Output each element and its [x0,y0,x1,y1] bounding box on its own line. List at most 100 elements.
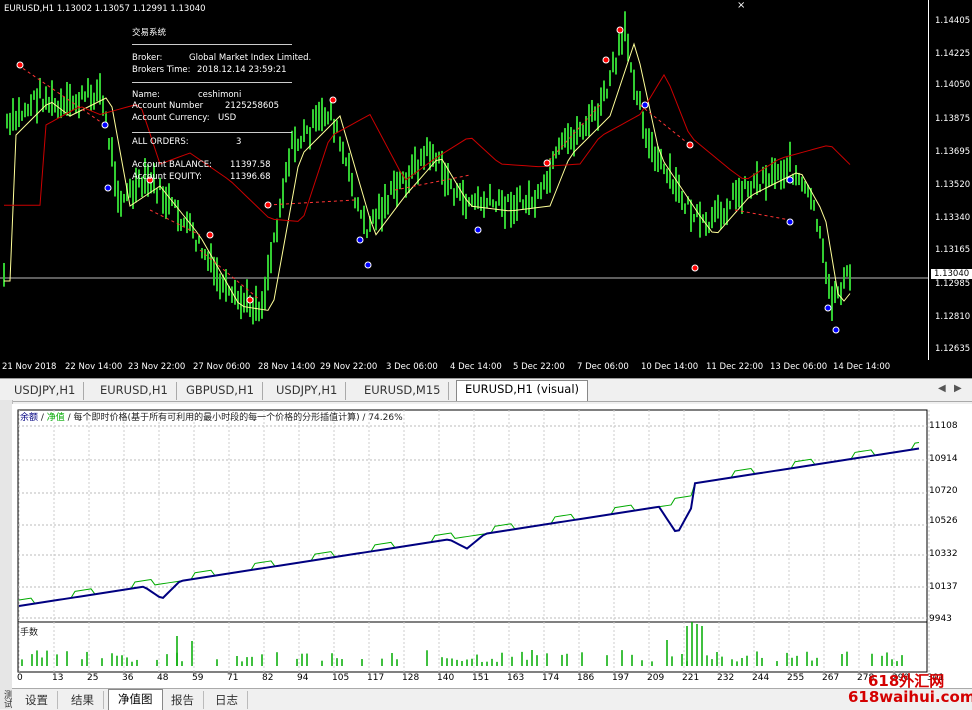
equity-x-label: 209 [647,673,665,683]
price-label: 1.12635 [935,344,971,354]
equity-legend: 余额 / 净值 / 每个即时价格(基于所有可利用的最小时段的每一个价格的分形插值… [20,410,403,423]
chart-tabs: USDJPY,H1 EURUSD,H1 GBPUSD,H1 USDJPY,H1 EURU… [0,378,972,402]
trade-line [734,209,791,221]
tester-tab[interactable]: 日志 [206,691,248,709]
trade-line [394,174,471,191]
equity-y-label: 10137 [929,582,958,592]
buy-marker [104,184,112,192]
time-label: 10 Dec 14:00 [641,362,699,372]
chart-close-icon[interactable]: × [737,0,746,11]
price-label: 1.13340 [935,213,971,223]
trade-line [639,104,691,146]
equity-y-label: 9943 [929,614,952,624]
buy-marker [786,218,794,226]
equity-x-label: 117 [367,673,385,683]
price-scale[interactable]: 1.14405 1.14225 1.14050 1.13875 1.13695 1.135… [928,0,972,360]
equity-y-label: 11108 [929,421,958,431]
account-info-row: 交易系统 [132,28,166,39]
info-separator [132,82,292,83]
chart-tab[interactable]: EURUSD,H1 [92,382,177,400]
account-info-value: ceshimoni [198,90,242,100]
buy-marker [364,261,372,269]
account-info-row: Account Number 2125258605 [132,101,279,112]
tester-tab[interactable]: 报告 [162,691,204,709]
sell-marker [146,176,154,184]
chart-tab[interactable]: EURUSD,H1 (visual) [456,380,589,401]
chart-tab[interactable]: USDJPY,H1 [6,382,85,400]
sell-marker [206,231,214,239]
account-info-label: Broker: [132,53,163,63]
price-label: 1.14050 [935,80,971,90]
equity-x-label: 278 [857,673,875,683]
tab-scroll-right-icon[interactable]: ▶ [954,383,962,394]
account-info-row: Account BALANCE: 11397.58 [132,160,271,171]
equity-x-label: 267 [822,673,840,683]
tester-tab[interactable]: 结果 [62,691,104,709]
buy-marker [832,326,840,334]
chart-tab[interactable]: USDJPY,H1 [268,382,347,400]
account-info-label: Name: [132,90,160,100]
price-label: 1.13695 [935,147,971,157]
price-label: 1.14405 [935,16,971,26]
time-label: 21 Nov 2018 [2,362,57,372]
time-label: 28 Nov 14:00 [258,362,316,372]
equity-plot-frame [17,409,928,623]
info-separator [132,132,292,133]
equity-x-label: 128 [402,673,420,683]
account-info-value: USD [218,113,237,123]
equity-x-label: 301 [927,673,945,683]
trade-line [199,249,261,301]
price-label: 1.13165 [935,245,971,255]
time-label: 5 Dec 22:00 [513,362,565,372]
tester-tab[interactable]: 设置 [16,691,58,709]
account-info-value: 2018.12.14 23:59:21 [197,65,287,75]
time-label: 27 Nov 06:00 [193,362,251,372]
equity-x-label: 197 [612,673,630,683]
watermark-url: 618waihui.com [848,688,972,706]
equity-x-label: 232 [717,673,735,683]
time-label: 11 Dec 22:00 [706,362,764,372]
equity-x-label: 186 [577,673,595,683]
time-label: 13 Dec 06:00 [770,362,828,372]
chart-tab[interactable]: EURUSD,M15 [356,382,450,400]
tester-tab[interactable]: 净值图 [108,689,163,710]
time-label: 22 Nov 14:00 [65,362,123,372]
sell-marker [686,141,694,149]
buy-marker [641,101,649,109]
equity-x-label: 13 [52,673,64,683]
equity-x-label: 71 [227,673,239,683]
time-label: 23 Nov 22:00 [128,362,186,372]
account-info-label: 交易系统 [132,28,167,38]
trade-line [544,104,601,166]
equity-curve [18,447,920,607]
equity-x-label: 36 [122,673,134,683]
chart-tab[interactable]: GBPUSD,H1 [178,382,263,400]
account-info-value: 2125258605 [225,101,280,111]
time-label: 29 Nov 22:00 [320,362,378,372]
legend-slash: / [38,413,47,423]
price-label: 1.13040 [931,269,972,279]
price-label: 1.14225 [935,49,971,59]
account-info-value: Global Market Index Limited. [189,53,312,63]
account-info-value: 3 [236,137,242,147]
buy-marker [474,226,482,234]
equity-y-label: 10914 [929,454,958,464]
equity-graph-panel [12,404,972,688]
time-label: 14 Dec 14:00 [833,362,891,372]
watermark-cn: 618外汇网 [868,672,945,690]
price-chart[interactable]: EURUSD,H1 1.13002 1.13057 1.12991 1.1304… [0,0,972,378]
sell-marker [602,56,610,64]
account-info-label: Account Currency: [132,113,210,123]
tester-side-label: 测试 [2,690,12,708]
equity-x-label: 59 [192,673,204,683]
lots-label: 手数 [20,628,39,638]
legend-equity: 净值 [46,413,65,423]
equity-x-label: 255 [787,673,805,683]
tab-scroll-left-icon[interactable]: ◀ [938,383,946,394]
time-label: 4 Dec 14:00 [450,362,502,372]
equity-x-label: 82 [262,673,274,683]
time-label: 3 Dec 06:00 [386,362,438,372]
equity-x-label: 105 [332,673,350,683]
account-info-row: Broker: Global Market Index Limited. [132,53,311,64]
buy-marker [824,304,832,312]
